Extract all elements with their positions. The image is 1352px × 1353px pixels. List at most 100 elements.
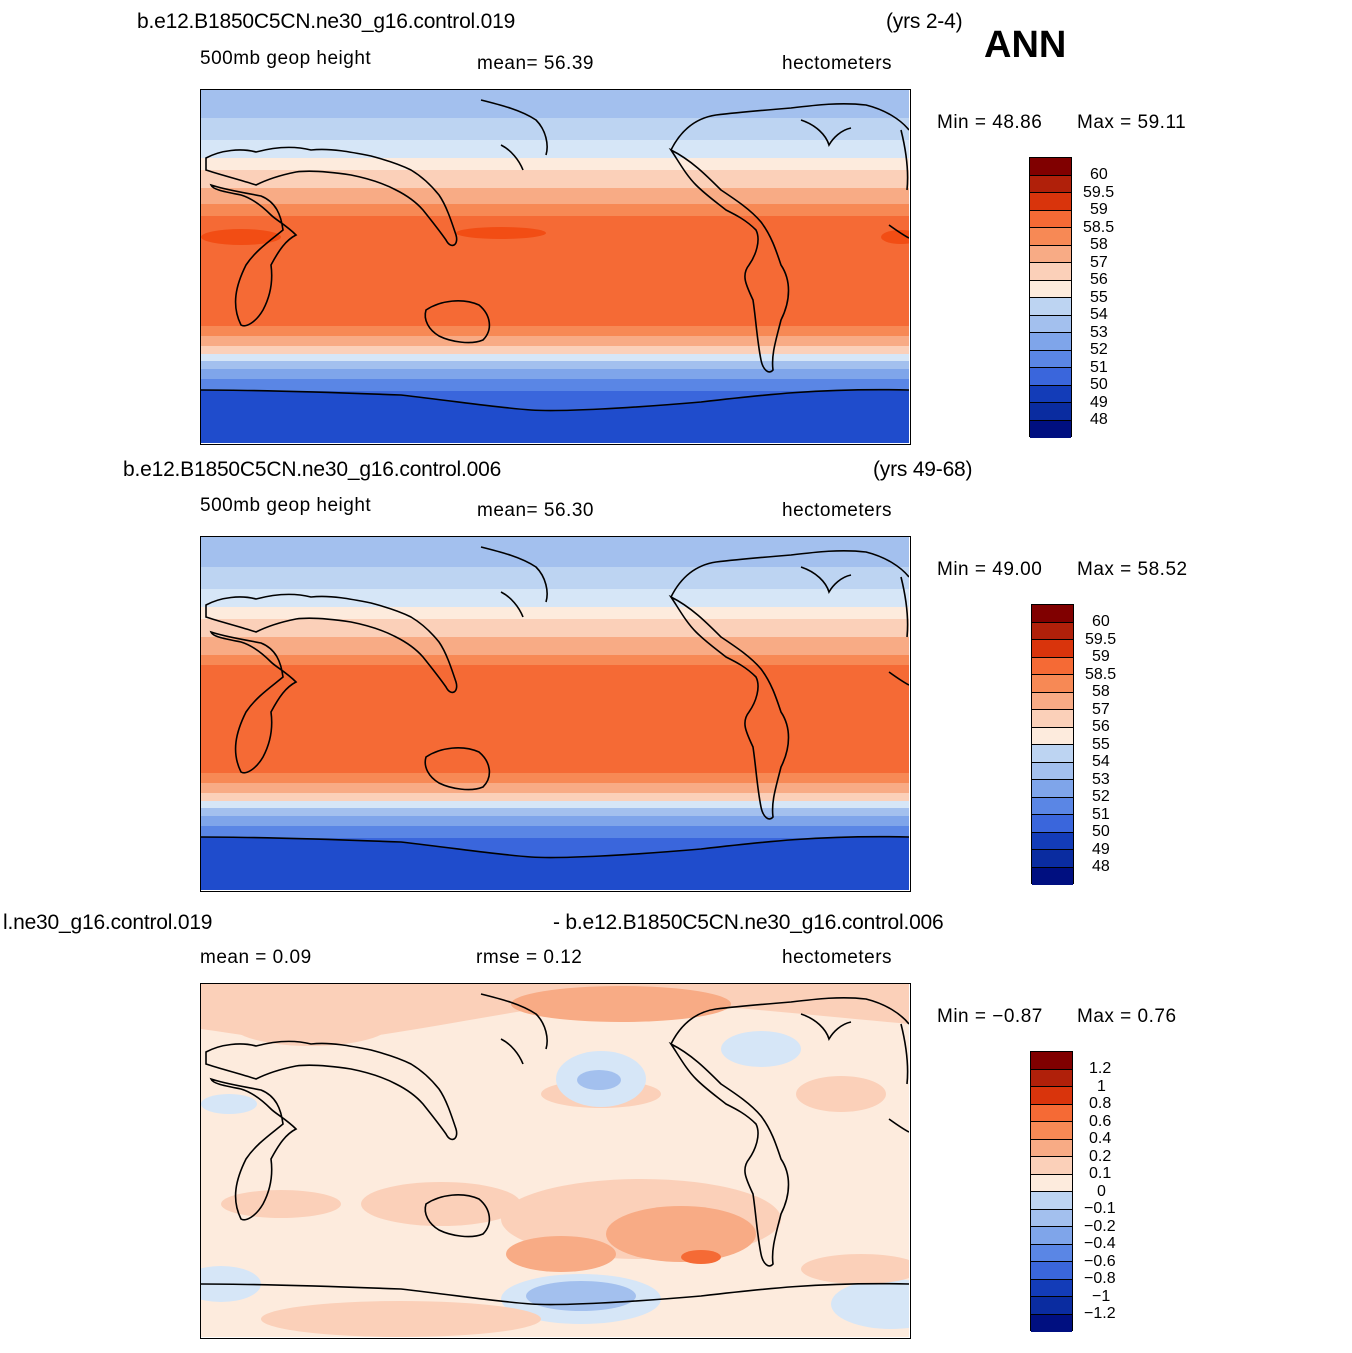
panel3-case-name-right: - b.e12.B1850C5CN.ne30_g16.control.006 bbox=[553, 911, 944, 934]
panel2-variable: 500mb geop height bbox=[200, 495, 372, 516]
colorbar-label: 58.5 bbox=[1085, 666, 1117, 683]
colorbar-label: 51 bbox=[1090, 359, 1108, 376]
colorbar-cell bbox=[1030, 368, 1071, 386]
panel3-case-name-left: l.ne30_g16.control.019 bbox=[3, 911, 213, 934]
colorbar-cell bbox=[1030, 385, 1071, 403]
colorbar-cell bbox=[1031, 1069, 1072, 1087]
colorbar-cell bbox=[1032, 762, 1073, 780]
colorbar-cell bbox=[1030, 298, 1071, 316]
panel1-years: (yrs 2-4) bbox=[886, 10, 963, 33]
panel3-units: hectometers bbox=[782, 947, 893, 968]
colorbar-label: 50 bbox=[1092, 823, 1110, 840]
colorbar-cell bbox=[1032, 605, 1073, 623]
colorbar-cell bbox=[1032, 780, 1073, 798]
colorbar-label: 58.5 bbox=[1083, 219, 1115, 236]
colorbar-label: −0.6 bbox=[1084, 1253, 1116, 1270]
colorbar-cell bbox=[1032, 815, 1073, 833]
colorbar-label: 52 bbox=[1090, 341, 1108, 358]
colorbar-label: 1 bbox=[1097, 1078, 1106, 1095]
colorbar-cell bbox=[1031, 1244, 1072, 1262]
panel2-max: Max = 58.52 bbox=[1077, 559, 1188, 580]
colorbar-label: 58 bbox=[1090, 236, 1108, 253]
colorbar-label: 0 bbox=[1097, 1183, 1106, 1200]
panel1-map-canvas bbox=[201, 90, 909, 443]
colorbar-cell bbox=[1031, 1157, 1072, 1175]
colorbar-cell bbox=[1032, 727, 1073, 745]
panel1-mean: mean= 56.39 bbox=[477, 53, 594, 74]
colorbar-label: 59 bbox=[1092, 648, 1110, 665]
panel1-variable: 500mb geop height bbox=[200, 48, 372, 69]
panel2-map-canvas bbox=[201, 537, 909, 890]
panel2-mean: mean= 56.30 bbox=[477, 500, 594, 521]
panel1-colorbar bbox=[1029, 157, 1072, 438]
colorbar-label: −0.1 bbox=[1084, 1200, 1116, 1217]
colorbar-label: 48 bbox=[1090, 411, 1108, 428]
colorbar-label: 0.6 bbox=[1089, 1113, 1112, 1130]
colorbar-cell bbox=[1031, 1174, 1072, 1192]
colorbar-label: 59 bbox=[1090, 201, 1108, 218]
colorbar-label: 56 bbox=[1092, 718, 1110, 735]
colorbar-label: 51 bbox=[1092, 806, 1110, 823]
colorbar-label: 55 bbox=[1090, 289, 1108, 306]
colorbar-cell bbox=[1030, 158, 1071, 176]
colorbar-label: 54 bbox=[1092, 753, 1110, 770]
colorbar-cell bbox=[1030, 333, 1071, 351]
colorbar-label: 59.5 bbox=[1083, 184, 1115, 201]
panel1-units: hectometers bbox=[782, 53, 893, 74]
colorbar-label: 0.4 bbox=[1089, 1130, 1112, 1147]
panel3-map bbox=[200, 983, 911, 1339]
colorbar-cell bbox=[1030, 228, 1071, 246]
colorbar-cell bbox=[1032, 640, 1073, 658]
colorbar-cell bbox=[1030, 403, 1071, 421]
colorbar-cell bbox=[1032, 797, 1073, 815]
panel1-min: Min = 48.86 bbox=[937, 112, 1043, 133]
panel3-mean: mean = 0.09 bbox=[200, 947, 312, 968]
colorbar-cell bbox=[1030, 245, 1071, 263]
colorbar-label: 48 bbox=[1092, 858, 1110, 875]
colorbar-label: 54 bbox=[1090, 306, 1108, 323]
colorbar-label: 57 bbox=[1090, 254, 1108, 271]
panel3-min: Min = −0.87 bbox=[937, 1006, 1043, 1027]
colorbar-label: 0.2 bbox=[1089, 1148, 1112, 1165]
colorbar-label: 58 bbox=[1092, 683, 1110, 700]
colorbar-cell bbox=[1031, 1122, 1072, 1140]
colorbar-label: 57 bbox=[1092, 701, 1110, 718]
panel2-min: Min = 49.00 bbox=[937, 559, 1043, 580]
colorbar-label: 0.8 bbox=[1089, 1095, 1112, 1112]
colorbar-label: 50 bbox=[1090, 376, 1108, 393]
colorbar-cell bbox=[1032, 745, 1073, 763]
colorbar-cell bbox=[1031, 1192, 1072, 1210]
colorbar-cell bbox=[1030, 210, 1071, 228]
colorbar-label: 60 bbox=[1090, 166, 1108, 183]
panel2-case-name: b.e12.B1850C5CN.ne30_g16.control.006 bbox=[123, 458, 502, 481]
colorbar-cell bbox=[1031, 1227, 1072, 1245]
colorbar-label: 53 bbox=[1092, 771, 1110, 788]
colorbar-label: −1.2 bbox=[1084, 1305, 1116, 1322]
colorbar-label: 60 bbox=[1092, 613, 1110, 630]
colorbar-cell bbox=[1030, 420, 1071, 438]
colorbar-label: −0.8 bbox=[1084, 1270, 1116, 1287]
panel2-map bbox=[200, 536, 911, 892]
colorbar-cell bbox=[1031, 1297, 1072, 1315]
colorbar-label: 56 bbox=[1090, 271, 1108, 288]
colorbar-cell bbox=[1030, 350, 1071, 368]
panel2-years: (yrs 49-68) bbox=[873, 458, 973, 481]
colorbar-cell bbox=[1030, 280, 1071, 298]
colorbar-cell bbox=[1031, 1209, 1072, 1227]
colorbar-cell bbox=[1030, 193, 1071, 211]
colorbar-label: 55 bbox=[1092, 736, 1110, 753]
colorbar-cell bbox=[1032, 850, 1073, 868]
colorbar-cell bbox=[1031, 1314, 1072, 1332]
colorbar-cell bbox=[1031, 1139, 1072, 1157]
colorbar-cell bbox=[1032, 832, 1073, 850]
colorbar-label: 1.2 bbox=[1089, 1060, 1112, 1077]
panel3-rmse: rmse = 0.12 bbox=[476, 947, 583, 968]
panel2-units: hectometers bbox=[782, 500, 893, 521]
season-label: ANN bbox=[984, 24, 1067, 66]
colorbar-label: 59.5 bbox=[1085, 631, 1117, 648]
colorbar-cell bbox=[1032, 675, 1073, 693]
colorbar-cell bbox=[1030, 315, 1071, 333]
colorbar-cell bbox=[1030, 175, 1071, 193]
colorbar-label: −1 bbox=[1092, 1288, 1111, 1305]
colorbar-label: 0.1 bbox=[1089, 1165, 1112, 1182]
